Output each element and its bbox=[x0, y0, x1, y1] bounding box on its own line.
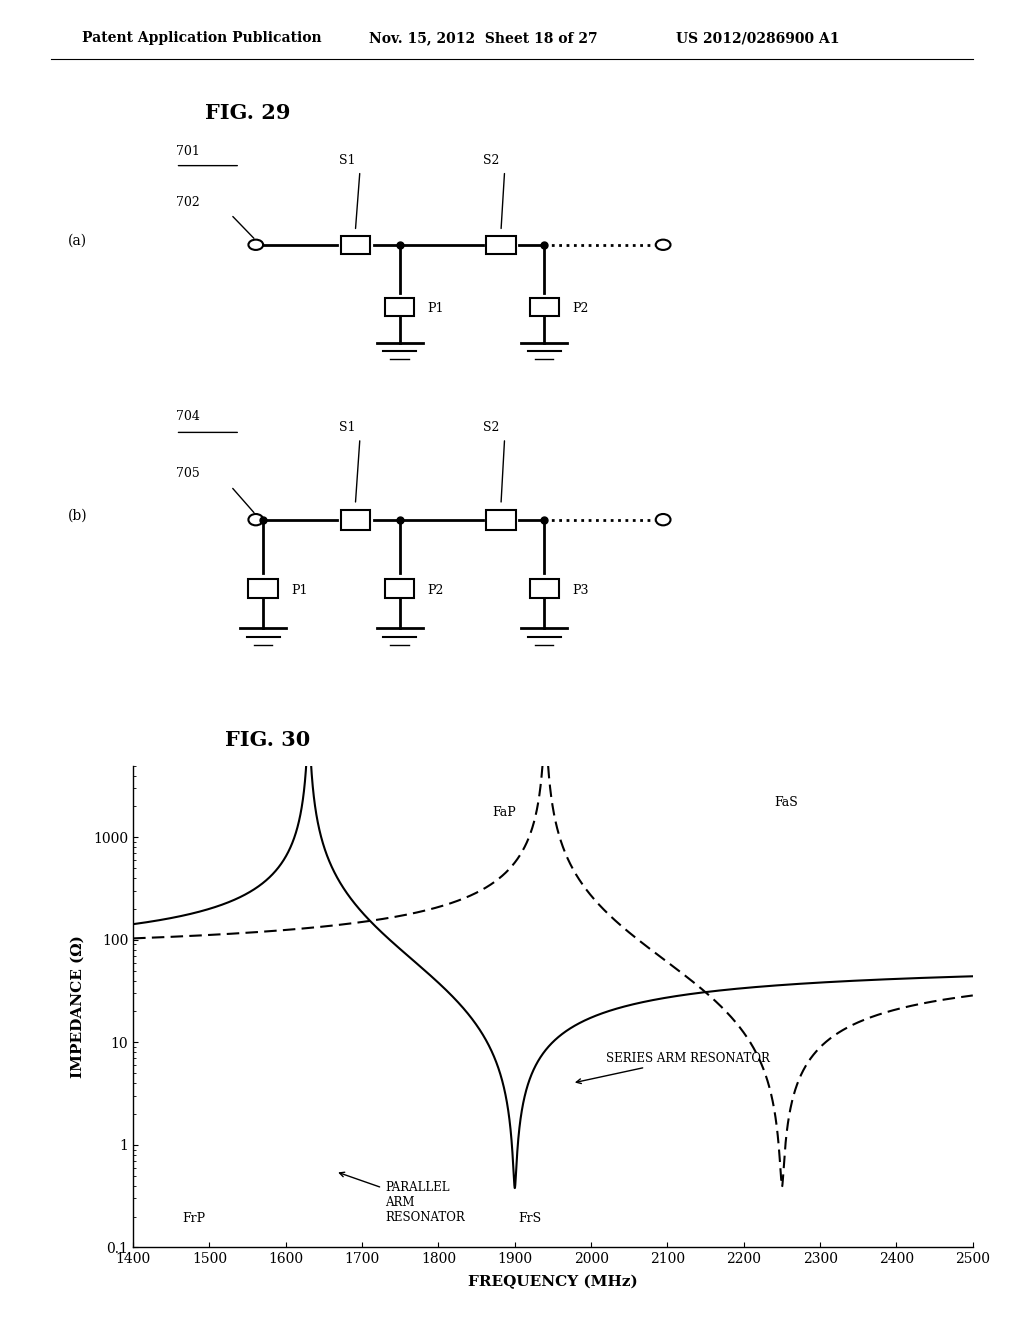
Text: P2: P2 bbox=[572, 302, 588, 315]
Bar bbox=[341, 510, 370, 529]
Text: FaS: FaS bbox=[774, 796, 798, 809]
Bar bbox=[529, 578, 559, 598]
Text: Patent Application Publication: Patent Application Publication bbox=[82, 32, 322, 45]
Text: 702: 702 bbox=[176, 197, 200, 209]
Bar bbox=[486, 510, 516, 529]
Bar bbox=[385, 298, 415, 317]
Text: P1: P1 bbox=[427, 302, 443, 315]
Text: FIG. 29: FIG. 29 bbox=[205, 103, 290, 123]
Text: FIG. 30: FIG. 30 bbox=[225, 730, 310, 750]
Bar bbox=[486, 236, 516, 253]
Text: FaP: FaP bbox=[492, 807, 516, 820]
Text: P3: P3 bbox=[572, 585, 589, 597]
Text: S2: S2 bbox=[482, 421, 499, 434]
Text: 705: 705 bbox=[176, 467, 200, 480]
Text: S2: S2 bbox=[482, 154, 499, 168]
Bar bbox=[385, 578, 415, 598]
Text: FrP: FrP bbox=[182, 1213, 206, 1225]
Bar bbox=[529, 298, 559, 317]
Text: 704: 704 bbox=[176, 411, 200, 424]
Text: P2: P2 bbox=[427, 585, 443, 597]
Text: Nov. 15, 2012  Sheet 18 of 27: Nov. 15, 2012 Sheet 18 of 27 bbox=[369, 32, 597, 45]
Text: (a): (a) bbox=[68, 234, 87, 248]
Text: P1: P1 bbox=[291, 585, 307, 597]
Bar bbox=[341, 236, 370, 253]
Text: SERIES ARM RESONATOR: SERIES ARM RESONATOR bbox=[577, 1052, 770, 1084]
Text: S1: S1 bbox=[339, 421, 355, 434]
Y-axis label: IMPEDANCE (Ω): IMPEDANCE (Ω) bbox=[71, 935, 85, 1078]
Text: (b): (b) bbox=[68, 508, 87, 523]
Bar bbox=[249, 578, 278, 598]
Text: US 2012/0286900 A1: US 2012/0286900 A1 bbox=[676, 32, 840, 45]
Text: 701: 701 bbox=[176, 145, 200, 157]
Text: PARALLEL
ARM
RESONATOR: PARALLEL ARM RESONATOR bbox=[340, 1172, 465, 1224]
Text: FrS: FrS bbox=[518, 1213, 542, 1225]
X-axis label: FREQUENCY (MHz): FREQUENCY (MHz) bbox=[468, 1275, 638, 1288]
Text: S1: S1 bbox=[339, 154, 355, 168]
